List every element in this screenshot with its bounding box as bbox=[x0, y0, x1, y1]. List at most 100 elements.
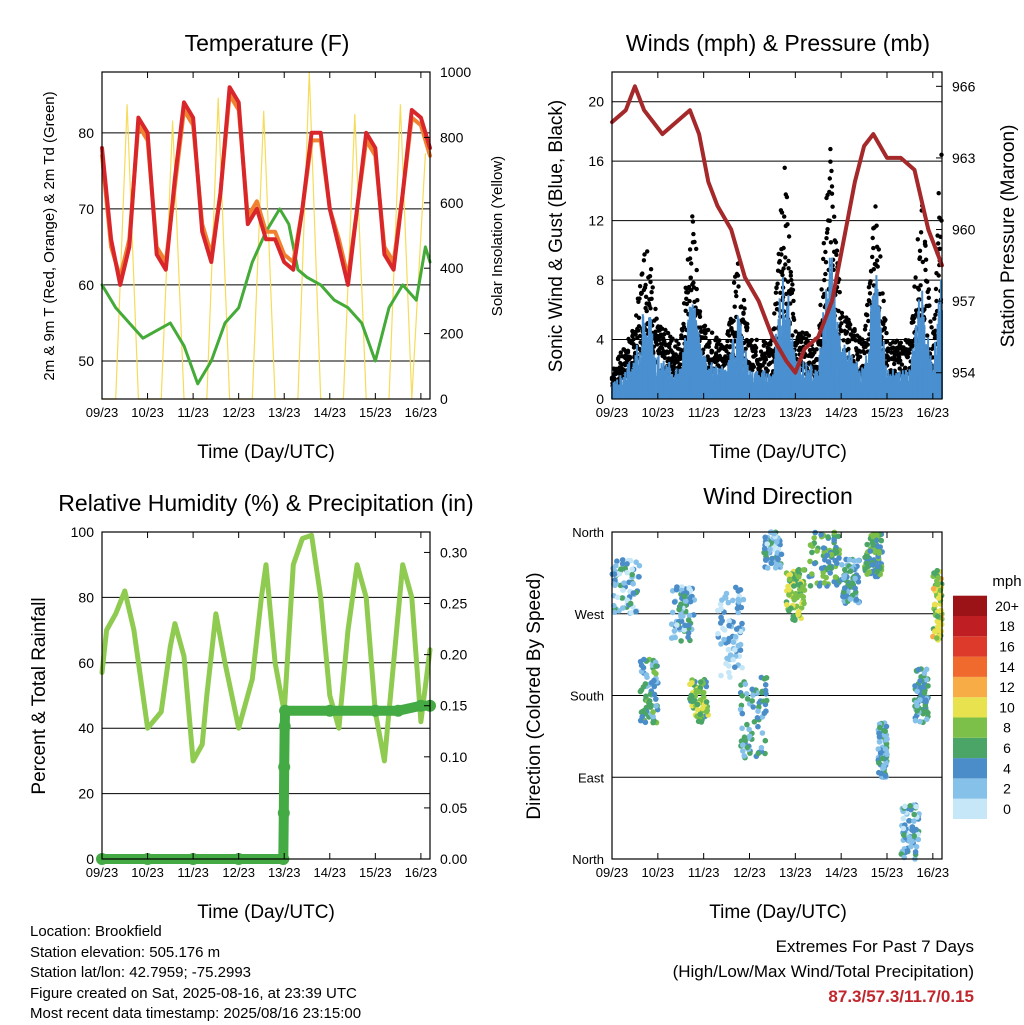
gust-point bbox=[631, 337, 636, 342]
wind-y2-tick-label: 954 bbox=[952, 365, 976, 381]
direction-point bbox=[696, 689, 702, 695]
gust-point bbox=[645, 249, 650, 254]
direction-point bbox=[925, 683, 931, 689]
gust-point bbox=[689, 288, 694, 293]
direction-point bbox=[875, 746, 882, 752]
gust-point bbox=[777, 258, 782, 264]
direction-point bbox=[904, 848, 910, 854]
gust-point bbox=[851, 333, 857, 338]
gust-point bbox=[649, 290, 654, 295]
direction-point bbox=[820, 545, 827, 551]
direction-point bbox=[678, 638, 684, 644]
direction-point bbox=[883, 723, 890, 730]
direction-x-label: Time (Day/UTC) bbox=[709, 902, 847, 923]
direction-point bbox=[874, 563, 881, 570]
gust-point bbox=[739, 304, 744, 309]
speed-legend: 0 2 4 6 8 10 12 14 16 18 20+ bbox=[953, 595, 1019, 819]
gust-point bbox=[839, 310, 845, 316]
wind-y2-tick-label: 966 bbox=[952, 78, 976, 94]
gust-point bbox=[642, 252, 647, 257]
series-dewpoint bbox=[100, 207, 432, 386]
direction-point bbox=[938, 607, 944, 614]
gust-point bbox=[875, 264, 880, 269]
gust-point bbox=[786, 258, 791, 264]
wind-y-tick-label: 8 bbox=[596, 272, 604, 288]
extremes-values: 87.3/57.3/11.7/0.15 bbox=[828, 987, 974, 1006]
gust-point bbox=[729, 326, 734, 331]
direction-point bbox=[902, 803, 908, 810]
rh-y2-tick-label: 0.20 bbox=[440, 647, 467, 663]
gust-point bbox=[687, 247, 693, 252]
direction-point bbox=[769, 555, 775, 562]
wind-y2-tick-label: 963 bbox=[952, 150, 976, 166]
gust-point bbox=[818, 302, 823, 308]
direction-point bbox=[935, 595, 942, 601]
direction-point bbox=[807, 558, 813, 565]
direction-point bbox=[882, 773, 889, 779]
direction-point bbox=[676, 606, 682, 613]
gust-point bbox=[853, 338, 858, 343]
direction-point bbox=[739, 620, 745, 627]
extremes-box: Extremes For Past 7 Days (High/Low/Max W… bbox=[673, 934, 974, 1009]
gust-point bbox=[641, 258, 647, 263]
gust-point bbox=[933, 286, 939, 292]
gust-point bbox=[829, 191, 835, 196]
x-tick-label: 14/23 bbox=[314, 865, 347, 880]
gust-point bbox=[827, 176, 832, 181]
direction-point bbox=[883, 737, 889, 743]
rh-y2-tick-label: 0.15 bbox=[440, 698, 467, 714]
gust-point bbox=[778, 290, 783, 295]
direction-point bbox=[686, 585, 692, 592]
direction-cluster bbox=[839, 556, 862, 606]
legend-label: 0 bbox=[1003, 801, 1011, 817]
temp-y2-tick-label: 0 bbox=[440, 391, 448, 407]
direction-point bbox=[762, 737, 769, 744]
direction-point bbox=[735, 642, 742, 649]
direction-point bbox=[715, 630, 721, 637]
direction-point bbox=[777, 562, 783, 568]
direction-point bbox=[832, 557, 838, 564]
direction-point bbox=[651, 669, 657, 675]
direction-point bbox=[784, 601, 790, 608]
gust-point bbox=[862, 327, 868, 332]
direction-plot-frame bbox=[611, 531, 943, 860]
gust-point bbox=[640, 271, 645, 276]
wind-y-tick-label: 20 bbox=[588, 94, 604, 110]
gust-point bbox=[722, 362, 727, 368]
legend-swatch bbox=[953, 717, 987, 738]
gust-point bbox=[783, 255, 788, 260]
direction-point bbox=[935, 575, 941, 581]
direction-point bbox=[611, 571, 618, 577]
rh-y-label-left: Percent & Total Rainfall bbox=[29, 597, 50, 794]
gust-point bbox=[886, 356, 891, 361]
gust-point bbox=[667, 344, 672, 350]
gust-point bbox=[677, 362, 682, 367]
gust-point bbox=[911, 319, 916, 325]
gust-point bbox=[685, 290, 691, 295]
gust-point bbox=[915, 237, 920, 242]
gust-point bbox=[741, 311, 746, 316]
direction-point bbox=[763, 697, 770, 704]
gust-point bbox=[881, 298, 886, 304]
direction-cluster bbox=[609, 557, 643, 616]
direction-point bbox=[611, 609, 618, 616]
gust-point bbox=[863, 323, 868, 329]
direction-point bbox=[762, 534, 768, 541]
temp-x-ticks: 09/23 10/23 11/23 12/23 13/23 14/23 15/23 16/23 bbox=[86, 72, 437, 420]
direction-point bbox=[636, 562, 643, 569]
gust-point bbox=[691, 231, 696, 237]
gust-point bbox=[758, 349, 764, 354]
direction-point bbox=[678, 601, 684, 607]
gust-point bbox=[727, 333, 732, 338]
gust-point bbox=[834, 248, 840, 253]
x-tick-label: 16/23 bbox=[917, 405, 950, 420]
direction-point bbox=[909, 838, 915, 845]
direction-point bbox=[852, 575, 858, 582]
gust-point bbox=[866, 285, 872, 290]
x-tick-label: 15/23 bbox=[871, 865, 904, 880]
gust-point bbox=[926, 295, 931, 300]
direction-point bbox=[915, 666, 922, 673]
gust-point bbox=[833, 240, 839, 245]
direction-y-tick-label: East bbox=[578, 770, 604, 785]
direction-point bbox=[839, 562, 845, 568]
